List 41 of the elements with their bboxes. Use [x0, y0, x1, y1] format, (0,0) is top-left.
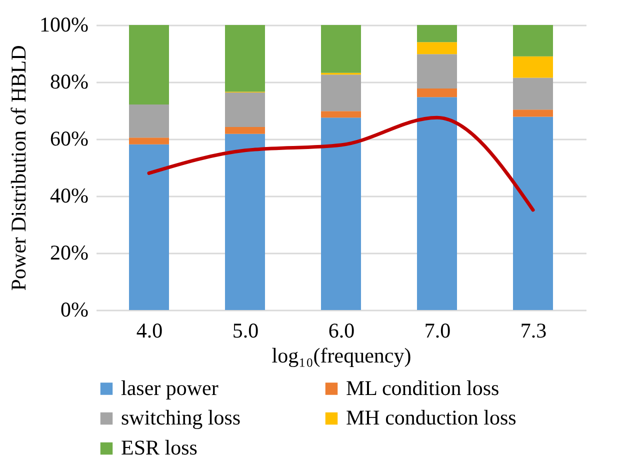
y-tick-label: 40%: [50, 184, 88, 208]
x-tick-label: 7.3: [520, 318, 547, 342]
x-tick-label: 7.0: [424, 318, 451, 342]
y-tick-label: 20%: [50, 240, 88, 264]
y-tick-label: 60%: [50, 126, 88, 150]
y-tick-label: 0%: [60, 298, 88, 322]
bar: [321, 118, 361, 310]
bar: [129, 138, 169, 144]
bar: [321, 111, 361, 118]
bar: [513, 116, 553, 310]
bar: [417, 42, 457, 54]
bar: [513, 56, 553, 78]
legend-label: ML condition loss: [346, 376, 500, 400]
bar: [129, 104, 169, 138]
bar: [321, 25, 361, 73]
legend-label: ESR loss: [121, 436, 198, 460]
bar: [417, 88, 457, 98]
bar: [225, 92, 265, 128]
x-axis-title: log₁₀(frequency): [272, 344, 412, 368]
y-tick-label: 100%: [40, 12, 88, 36]
x-tick-label: 6.0: [328, 318, 355, 342]
bar: [129, 25, 169, 105]
y-axis-title: Power Distribution of HBLD: [6, 45, 31, 291]
bar: [129, 144, 169, 310]
legend-label: MH conduction loss: [346, 406, 516, 430]
bar: [513, 110, 553, 117]
bar: [225, 134, 265, 310]
legend-label: laser power: [121, 376, 218, 400]
bar: [417, 25, 457, 42]
bar: [225, 25, 265, 92]
bar: [417, 54, 457, 89]
line-series: [147, 116, 535, 212]
bar: [513, 78, 553, 110]
bar: [321, 74, 361, 112]
bar: [513, 25, 553, 56]
bar: [417, 97, 457, 310]
legend-label: switching loss: [121, 406, 241, 430]
y-tick-label: 80%: [50, 70, 88, 94]
x-tick-label: 4.0: [136, 318, 163, 342]
x-tick-label: 5.0: [232, 318, 259, 342]
bar: [225, 127, 265, 134]
